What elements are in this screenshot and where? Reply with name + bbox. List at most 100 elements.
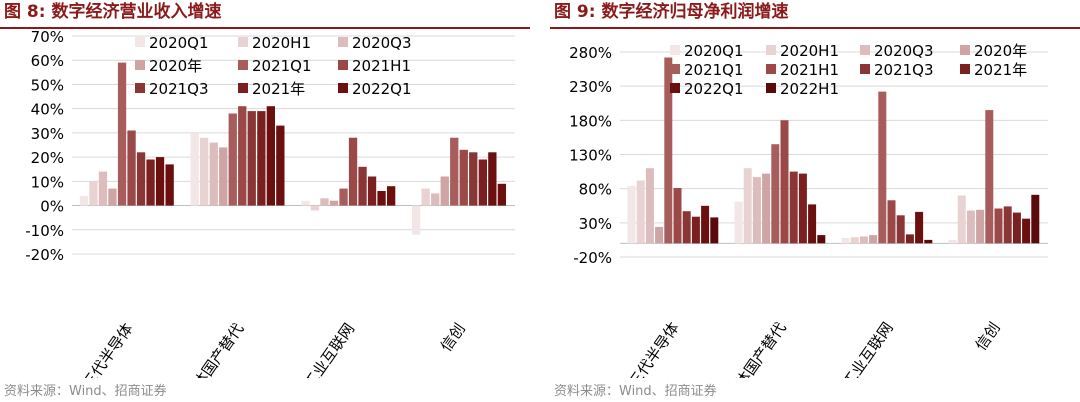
bar — [247, 111, 256, 206]
bar — [310, 205, 320, 211]
y-tick-label: -10% — [25, 222, 64, 240]
bar — [924, 239, 933, 244]
bar — [752, 177, 761, 244]
bar — [817, 235, 826, 244]
source-note: 资料来源：Wind、招商证券 — [554, 384, 717, 399]
legend-swatch — [960, 45, 970, 55]
legend-label: 2021Q3 — [874, 61, 934, 79]
bar — [329, 200, 339, 206]
legend-swatch — [135, 60, 145, 70]
bar — [108, 188, 117, 206]
bar — [266, 106, 275, 206]
legend-swatch — [670, 83, 680, 93]
bar — [1022, 218, 1031, 244]
chart-panel-revenue: 图 8: 数字经济营业收入增速 -20% -10% 0% 10% 20% 30% 40% 50… — [0, 0, 530, 402]
bar — [985, 110, 994, 244]
bar — [89, 181, 98, 206]
bar — [798, 173, 807, 244]
bar — [387, 186, 396, 206]
legend-label: 2020Q3 — [874, 42, 934, 60]
bar — [808, 204, 817, 244]
legend-swatch — [860, 45, 870, 55]
y-tick-label: 0% — [40, 198, 64, 216]
bar — [320, 198, 329, 206]
source-note: 资料来源：Wind、招商证券 — [4, 384, 167, 399]
legend-label: 2020Q3 — [352, 34, 412, 52]
bar — [734, 201, 743, 244]
legend-swatch — [338, 37, 348, 47]
legend-swatch — [766, 45, 776, 55]
legend-swatch — [238, 60, 248, 70]
revenue-growth-chart: -20% -10% 0% 10% 20% 30% 40% 50% 60% 70% 第三代半导体 半导体… — [25, 28, 515, 378]
bar — [200, 137, 209, 206]
x-category-label: 半导体国产替代 — [172, 320, 247, 378]
bar — [155, 157, 165, 206]
bar — [1031, 194, 1040, 244]
bar — [966, 210, 975, 244]
bar — [377, 191, 386, 206]
bar — [878, 91, 887, 244]
title-divider — [0, 27, 530, 29]
figure-title: 图 9: 数字经济归母净利润增速 — [554, 2, 789, 22]
bar — [127, 130, 136, 206]
y-tick-label: 180% — [569, 112, 612, 130]
bar — [440, 176, 449, 206]
bar — [915, 211, 924, 244]
legend-label: 2020H1 — [780, 42, 839, 60]
legend-swatch — [135, 37, 145, 47]
legend-swatch — [670, 64, 680, 74]
bar — [348, 137, 358, 206]
bar — [209, 142, 218, 206]
legend-label: 2020Q1 — [149, 34, 209, 52]
x-category-label: 信创 — [972, 319, 1004, 354]
legend-label: 2021年 — [252, 80, 305, 98]
legend-label: 2022Q1 — [352, 80, 412, 98]
bar — [469, 152, 478, 206]
legend-label: 2022Q1 — [684, 80, 744, 98]
bar — [948, 239, 957, 244]
bar — [859, 236, 868, 244]
x-category-label: 工业互联网 — [839, 319, 897, 378]
bar — [655, 226, 664, 244]
legend-label: 2021H1 — [352, 57, 411, 75]
bar — [636, 180, 645, 244]
legend-swatch — [238, 83, 248, 93]
legend-swatch — [135, 83, 145, 93]
x-category-label: 信创 — [437, 320, 469, 355]
y-tick-label: 10% — [31, 173, 64, 191]
legend-label: 2021Q3 — [149, 80, 209, 98]
bar — [691, 216, 700, 244]
bar — [1003, 206, 1012, 244]
bar — [627, 185, 636, 244]
y-tick-label: -20% — [25, 246, 64, 264]
bar — [301, 200, 310, 206]
bar — [1012, 212, 1021, 244]
legend-swatch — [338, 83, 348, 93]
legend-swatch — [338, 60, 348, 70]
bar — [976, 209, 985, 244]
legend-label: 2020年 — [149, 57, 202, 75]
bar — [459, 149, 468, 206]
bar — [190, 132, 199, 206]
legend-label: 2022H1 — [780, 80, 839, 98]
figure-title: 图 8: 数字经济营业收入增速 — [4, 2, 222, 22]
x-category-label: 第三代半导体 — [70, 320, 136, 378]
bar — [412, 205, 421, 235]
bar — [98, 171, 108, 206]
bar — [682, 211, 691, 244]
bar — [257, 111, 266, 206]
bar — [358, 166, 367, 206]
bar — [957, 195, 966, 244]
y-tick-label: 130% — [569, 147, 612, 165]
legend-label: 2021年 — [974, 61, 1027, 79]
x-category-label: 半导体国产替代 — [715, 319, 790, 378]
legend-label: 2020年 — [974, 42, 1027, 60]
bar — [762, 173, 771, 244]
bar — [905, 234, 914, 244]
legend-label: 2021Q1 — [252, 57, 312, 75]
bar — [146, 159, 155, 206]
y-tick-label: 20% — [31, 149, 64, 167]
bar — [887, 200, 896, 244]
bar — [664, 57, 673, 244]
bar — [431, 193, 440, 206]
